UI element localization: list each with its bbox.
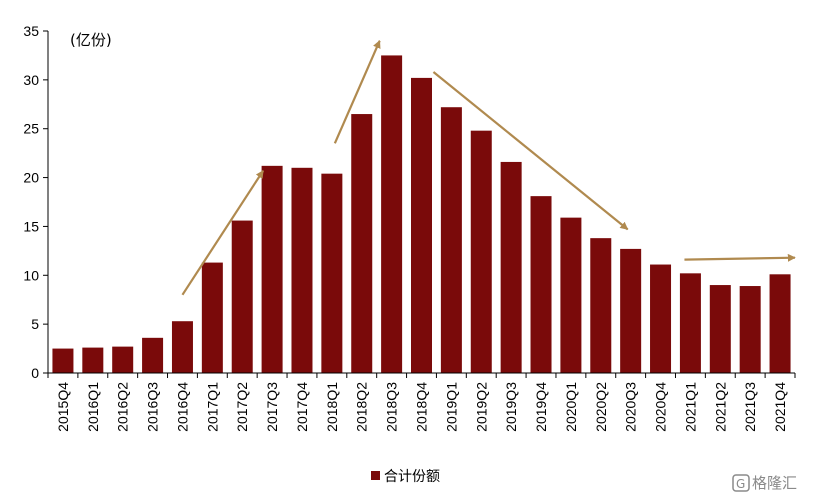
bar [201,262,223,373]
trend-arrow [432,71,629,231]
bar [142,337,164,373]
bar [560,217,582,373]
bar [321,173,343,373]
x-axis: 2015Q4 2016Q1 2016Q2 2016Q3 2016Q4 2017Q1 2017… [47,372,796,432]
x-tick-label: 2019Q1 [443,382,459,432]
bar [679,273,701,373]
legend: 合计份额 [371,469,440,485]
legend-label: 合计份额 [384,469,440,485]
x-tick-label: 2021Q4 [772,382,788,432]
watermark-logo-glyph: G [736,477,745,491]
bar [411,77,432,373]
x-tick-label: 2021Q2 [712,382,728,432]
x-tick-label: 2017Q2 [234,382,250,432]
x-tick-label: 2019Q4 [533,382,549,432]
x-tick-label: 2020Q3 [623,382,639,432]
bar [769,274,791,373]
bar [739,286,761,373]
x-tick-label: 2015Q4 [55,382,71,432]
y-axis: 0 5 10 15 20 25 30 35 [23,23,49,381]
x-tick-label: 2018Q4 [414,382,430,432]
y-tick-label: 15 [23,218,39,234]
bar [590,238,612,373]
bar [709,285,731,373]
bar [470,130,492,373]
x-tick-label: 2018Q2 [354,382,370,432]
bar [52,348,74,373]
bar [261,165,283,373]
x-tick-label: 2020Q1 [563,382,579,432]
bar [351,114,373,374]
x-tick-label: 2016Q3 [145,382,161,432]
y-unit-label: (亿份) [70,31,112,49]
bar [171,321,193,373]
watermark-logo-icon [732,474,750,492]
trend-arrows [181,40,796,296]
trend-arrow [333,40,381,144]
x-tick-label: 2019Q3 [503,382,519,432]
trend-arrow [684,253,796,262]
y-tick-label: 5 [31,316,39,332]
x-tick-label: 2017Q1 [204,382,220,432]
x-tick-label: 2021Q3 [742,382,758,432]
x-tick-label: 2020Q2 [593,382,609,432]
bar [381,55,403,374]
bar [291,167,313,373]
x-tick-label: 2017Q4 [294,382,310,432]
x-tick-label: 2021Q1 [682,382,698,432]
y-tick-label: 35 [23,23,39,39]
x-tick-label: 2016Q1 [85,382,101,432]
watermark: G 格隆汇 [732,474,797,492]
bar [440,107,462,374]
bar [650,264,672,373]
bar [500,161,522,373]
legend-swatch [371,471,380,480]
bar [112,346,134,373]
y-tick-label: 10 [23,267,39,283]
bar [620,248,642,373]
x-tick-label: 2018Q3 [384,382,400,432]
x-tick-label: 2016Q2 [115,382,131,432]
x-tick-label: 2016Q4 [174,382,190,432]
watermark-text: 格隆汇 [752,474,797,492]
y-tick-label: 20 [23,170,39,186]
y-tick-label: 25 [23,121,39,137]
x-tick-label: 2017Q3 [264,382,280,432]
bar [231,220,253,373]
y-tick-label: 0 [31,365,39,381]
bars [52,55,791,374]
x-tick-label: 2020Q4 [653,382,669,432]
x-tick-label: 2018Q1 [324,382,340,432]
bar [82,347,104,373]
x-tick-label: 2019Q2 [473,382,489,432]
bar [530,196,552,373]
y-tick-label: 30 [23,72,39,88]
trend-arrow [181,170,265,296]
